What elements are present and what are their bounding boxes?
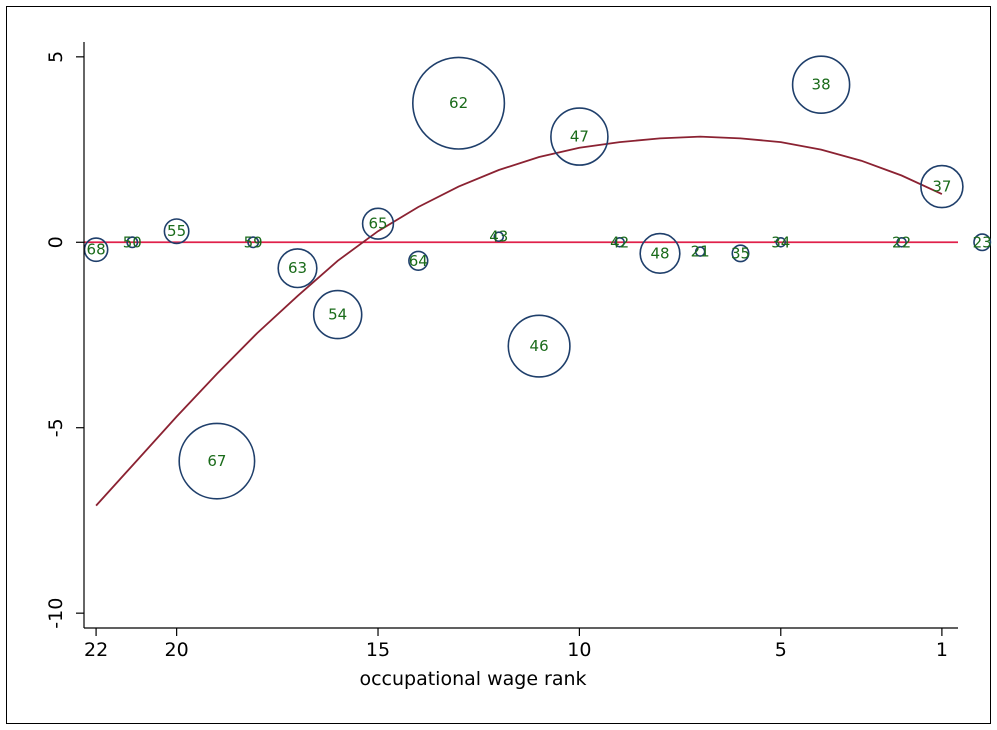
bubble-label-43: 43 xyxy=(489,228,508,246)
bubble-37 xyxy=(920,164,964,209)
bubble-label-64: 64 xyxy=(409,252,428,270)
bubble-63 xyxy=(277,248,318,289)
plot-area xyxy=(84,42,958,628)
bubble-55 xyxy=(163,218,190,245)
x-tick-label-5: 5 xyxy=(775,639,787,661)
bubble-label-47: 47 xyxy=(570,128,589,146)
y-tick-label--10: -10 xyxy=(45,598,67,629)
bubble-67 xyxy=(178,422,256,500)
bubble-label-35: 35 xyxy=(731,244,750,262)
fit-curve xyxy=(95,135,943,507)
bubble-47 xyxy=(550,107,609,166)
bubble-label-48: 48 xyxy=(650,244,669,262)
x-axis-title: occupational wage rank xyxy=(359,668,586,690)
x-tick-label-20: 20 xyxy=(165,639,189,661)
y-tick-label-5: 5 xyxy=(45,51,67,63)
bubble-label-50: 50 xyxy=(123,233,142,251)
bubble-label-62: 62 xyxy=(449,94,468,112)
bubble-label-63: 63 xyxy=(288,259,307,277)
bubble-46 xyxy=(507,314,571,378)
bubble-label-59: 59 xyxy=(244,233,263,251)
bubble-34 xyxy=(775,237,787,248)
axis-layer: 22 20 15 10 5 150-5-10 xyxy=(45,42,958,661)
bubble-59 xyxy=(247,236,260,249)
bubble-label-21: 21 xyxy=(691,243,710,261)
bubble-label-22: 22 xyxy=(892,233,911,251)
bubble-label-67: 67 xyxy=(207,452,226,470)
bubble-label-68: 68 xyxy=(87,241,106,259)
x-tick-label-22: 22 xyxy=(84,639,108,661)
bubble-21 xyxy=(694,246,706,257)
x-tick-label-1: 1 xyxy=(936,639,948,661)
x-tick-label-10: 10 xyxy=(567,639,591,661)
bubble-50 xyxy=(126,236,139,249)
x-tick-label-15: 15 xyxy=(366,639,390,661)
bubble-label-55: 55 xyxy=(167,222,186,240)
bubble-label-23: 23 xyxy=(973,233,992,251)
bubble-42 xyxy=(614,237,626,248)
bubble-62 xyxy=(412,56,506,150)
bubble-23 xyxy=(973,233,992,252)
bubble-label-37: 37 xyxy=(932,178,951,196)
bubble-35 xyxy=(731,244,750,263)
bubble-22 xyxy=(896,237,907,248)
plot-layer: 68 50 55 59 63 54 67 65 64 62 43 46 47 42 48 21 35 34 38 22… xyxy=(83,42,992,628)
bubble-label-65: 65 xyxy=(368,215,387,233)
y-tick-label-0: 0 xyxy=(45,236,67,248)
bubble-65 xyxy=(361,207,395,240)
y-tick-label--5: -5 xyxy=(45,418,67,437)
bubble-64 xyxy=(408,250,429,271)
bubble-label-34: 34 xyxy=(771,233,790,251)
bubble-label-42: 42 xyxy=(610,233,629,251)
bubble-label-46: 46 xyxy=(530,337,549,355)
bubble-54 xyxy=(312,289,363,340)
bubble-48 xyxy=(639,232,681,274)
bubble-label-38: 38 xyxy=(812,76,831,94)
bubble-label-54: 54 xyxy=(328,306,347,324)
bubble-38 xyxy=(791,55,851,114)
bubble-43 xyxy=(493,231,505,242)
